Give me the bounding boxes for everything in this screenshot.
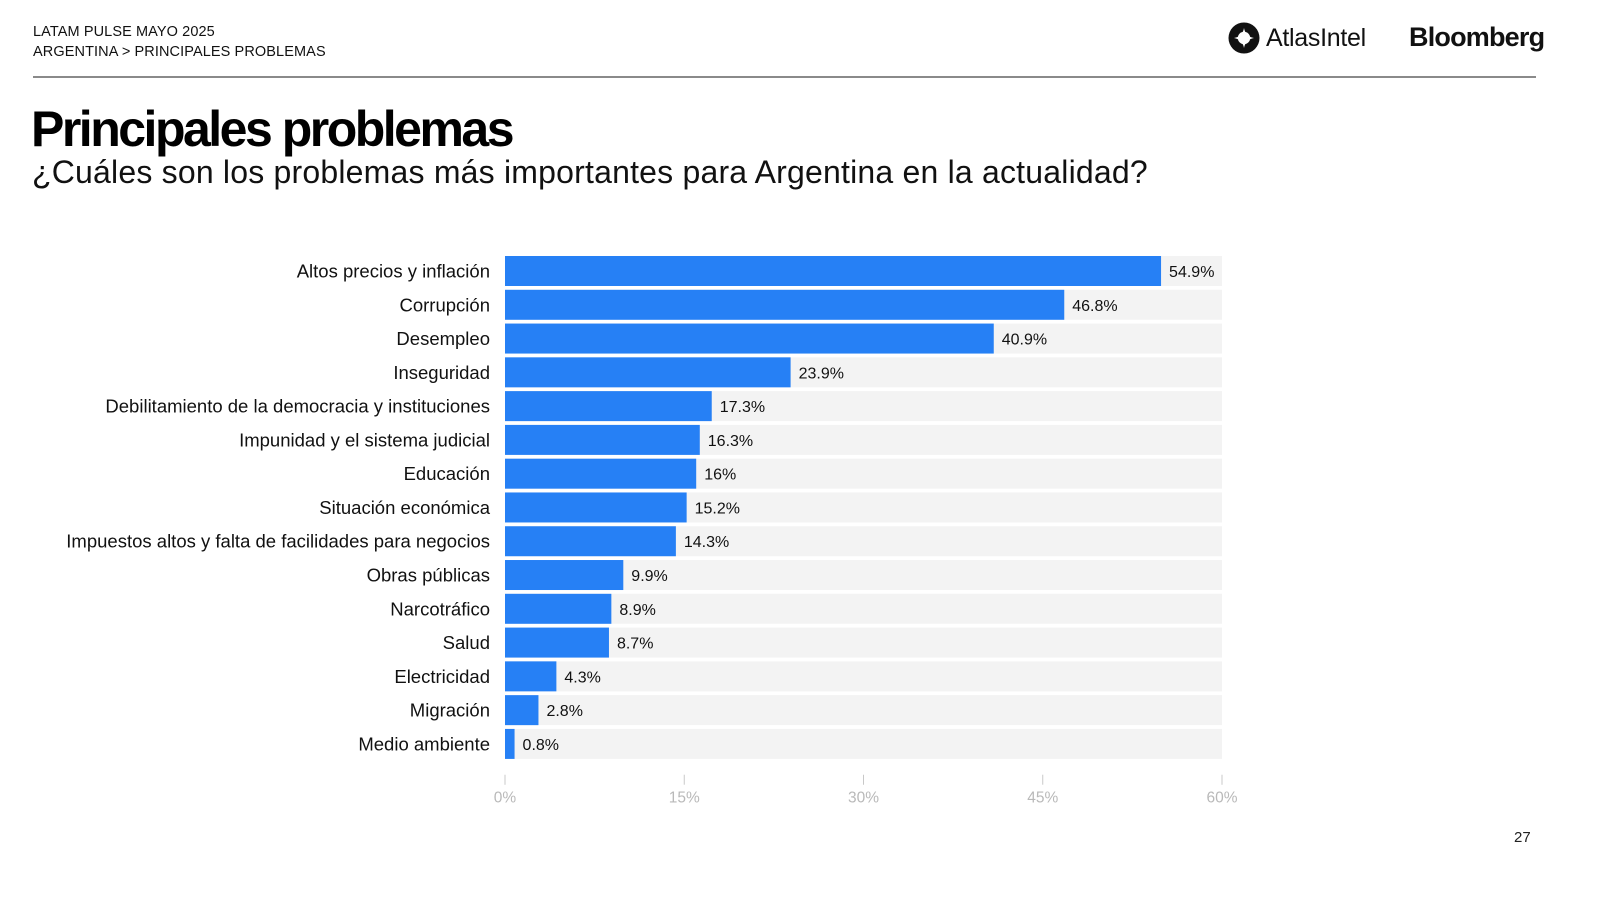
category-label: Desempleo xyxy=(396,328,490,349)
category-label: Narcotráfico xyxy=(390,598,490,619)
value-label: 16.3% xyxy=(708,433,753,450)
tick-label: 15% xyxy=(669,790,700,807)
value-label: 40.9% xyxy=(1002,332,1047,349)
bloomberg-logo: Bloomberg xyxy=(1409,22,1545,52)
category-label: Obras públicas xyxy=(367,565,490,586)
value-label: 23.9% xyxy=(799,365,844,382)
tick-label: 60% xyxy=(1206,790,1237,807)
bar xyxy=(505,256,1162,286)
atlasintel-logo: AtlasIntel xyxy=(1228,22,1366,54)
category-label: Electricidad xyxy=(394,666,490,687)
bar xyxy=(505,627,609,658)
value-label: 54.9% xyxy=(1169,264,1214,281)
bar xyxy=(505,424,700,455)
page-number: 27 xyxy=(1514,829,1531,846)
bar-track xyxy=(505,695,1222,726)
value-label: 16% xyxy=(704,467,736,484)
category-label: Altos precios y inflación xyxy=(297,261,490,282)
category-label: Impuestos altos y falta de facilidades p… xyxy=(66,531,490,552)
category-label: Situación económica xyxy=(319,497,490,518)
header-divider xyxy=(33,76,1536,78)
bar-track xyxy=(505,593,1222,624)
tick-label: 30% xyxy=(848,790,879,807)
value-label: 4.3% xyxy=(564,669,600,686)
category-label: Medio ambiente xyxy=(358,733,490,754)
page-subtitle: ¿Cuáles son los problemas más importante… xyxy=(32,154,1148,190)
bar-track xyxy=(505,560,1222,591)
bar xyxy=(505,728,515,759)
bar xyxy=(505,323,994,354)
category-label: Salud xyxy=(443,632,490,653)
bar xyxy=(505,458,697,489)
page-title: Principales problemas xyxy=(31,101,515,157)
bar xyxy=(505,289,1065,320)
bar-track xyxy=(505,728,1222,759)
bar xyxy=(505,560,624,591)
value-label: 15.2% xyxy=(695,500,740,517)
category-label: Corrupción xyxy=(400,294,491,315)
bar xyxy=(505,593,612,624)
category-label: Educación xyxy=(404,463,490,484)
value-label: 46.8% xyxy=(1072,298,1117,315)
bar xyxy=(505,661,557,692)
value-label: 17.3% xyxy=(720,399,765,416)
bar xyxy=(505,695,539,726)
bar xyxy=(505,391,712,422)
atlasintel-logo-text: AtlasIntel xyxy=(1266,23,1366,52)
category-label: Migración xyxy=(410,700,490,721)
report-header: LATAM PULSE MAYO 2025 ARGENTINA > PRINCI… xyxy=(33,22,326,62)
report-name: LATAM PULSE MAYO 2025 xyxy=(33,24,215,40)
value-label: 0.8% xyxy=(523,737,559,754)
category-label: Inseguridad xyxy=(393,362,490,383)
bar-track xyxy=(505,627,1222,658)
bar-track xyxy=(505,661,1222,692)
tick-label: 45% xyxy=(1027,790,1058,807)
value-label: 8.7% xyxy=(617,636,653,653)
value-label: 9.9% xyxy=(631,568,667,585)
bar xyxy=(505,357,791,388)
bar xyxy=(505,526,676,557)
tick-label: 0% xyxy=(494,790,517,807)
atlasintel-logo-icon xyxy=(1228,22,1260,54)
value-label: 8.9% xyxy=(619,602,655,619)
value-label: 14.3% xyxy=(684,534,729,551)
value-label: 2.8% xyxy=(546,703,582,720)
breadcrumb: ARGENTINA > PRINCIPALES PROBLEMAS xyxy=(33,44,326,60)
category-label: Impunidad y el sistema judicial xyxy=(239,429,490,450)
bar xyxy=(505,492,687,523)
category-label: Debilitamiento de la democracia y instit… xyxy=(105,396,490,417)
